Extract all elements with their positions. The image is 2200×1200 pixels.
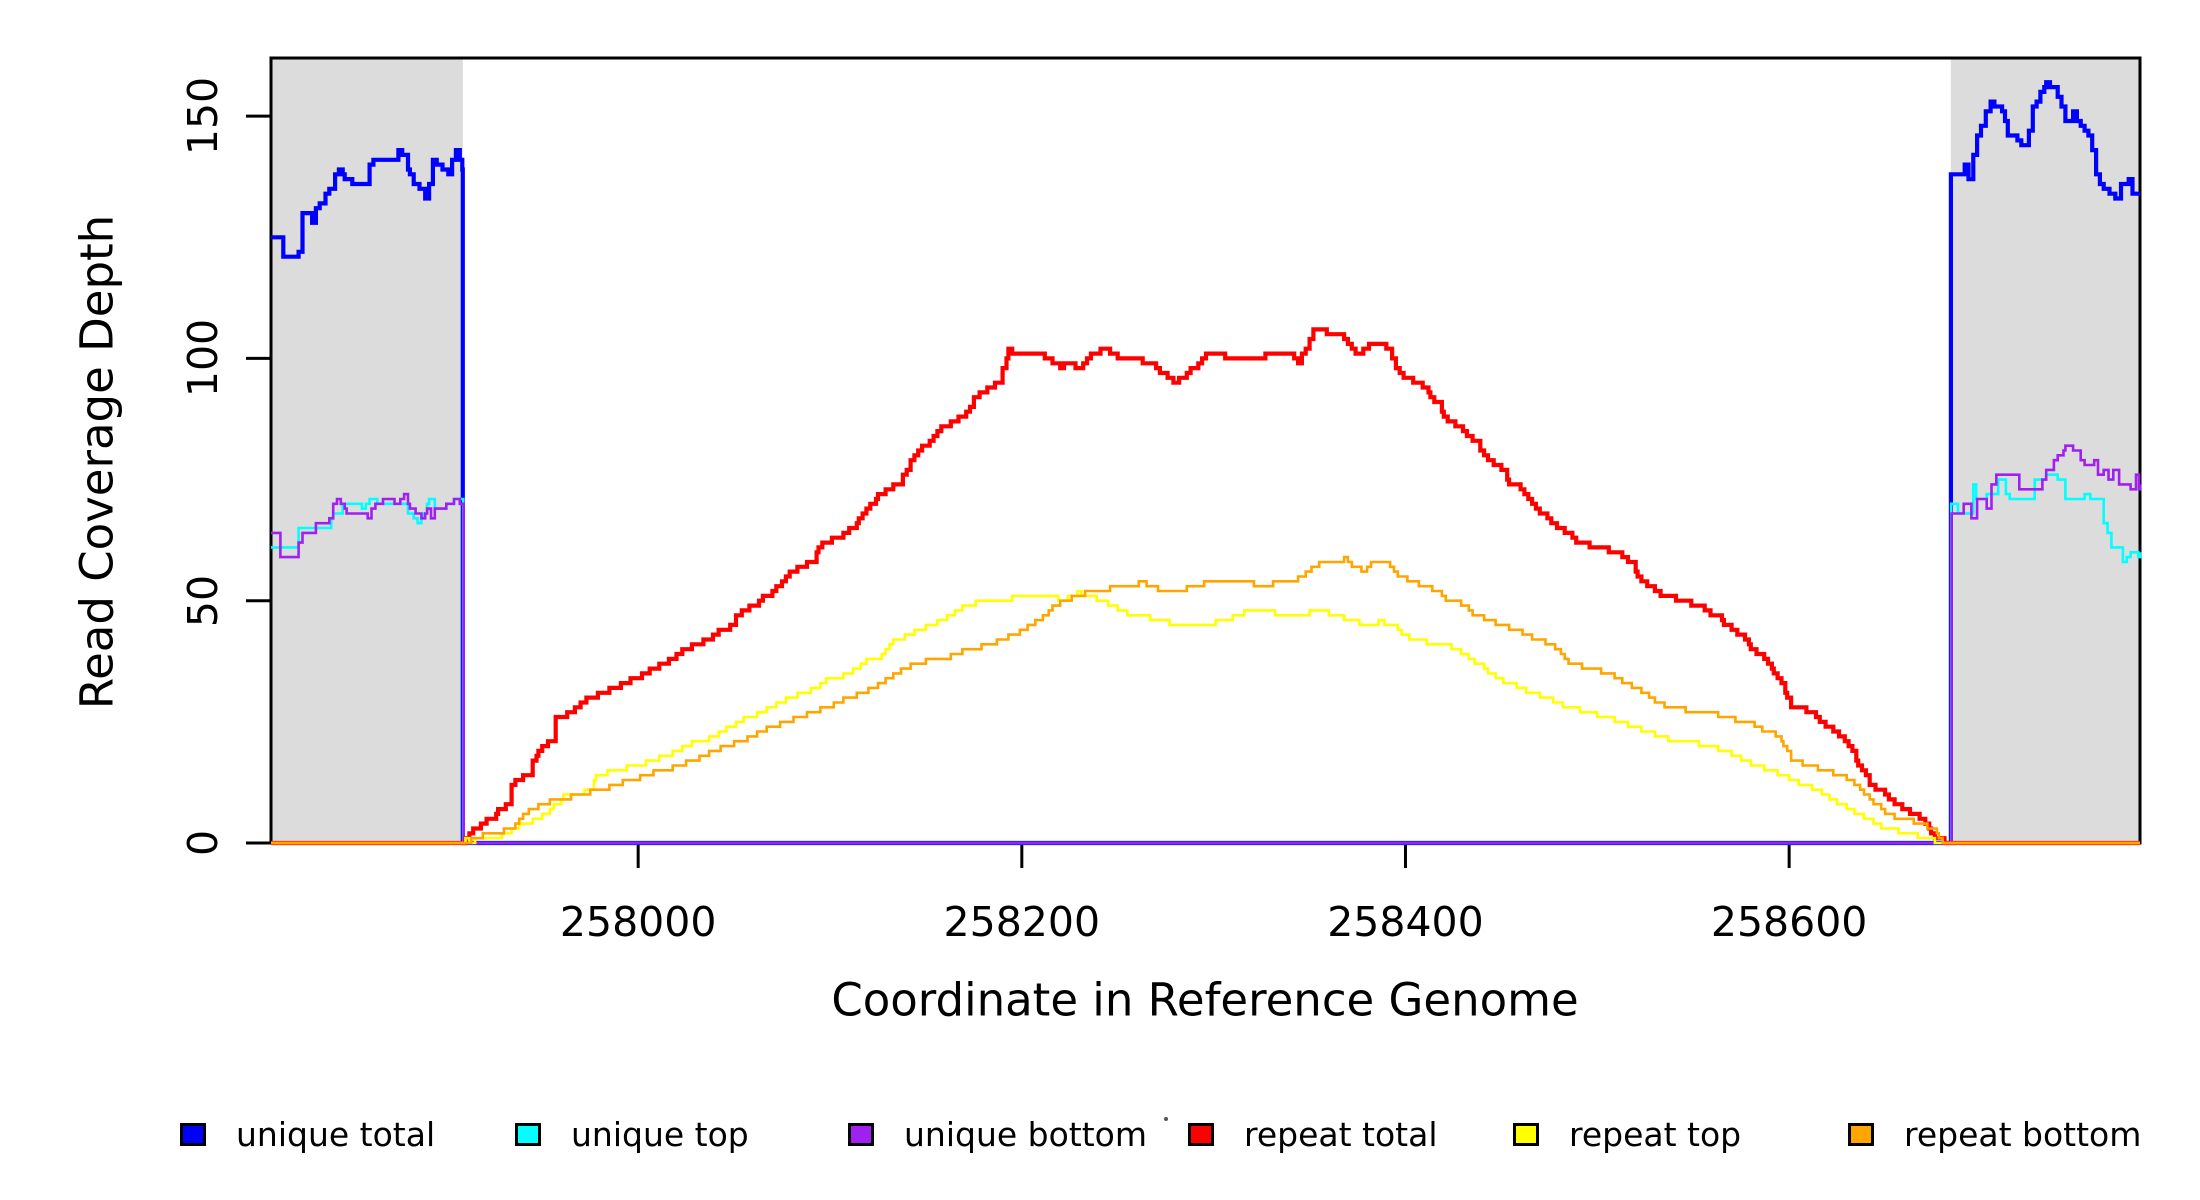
legend-swatch-icon bbox=[848, 1122, 874, 1146]
y-axis-title: Read Coverage Depth bbox=[70, 214, 124, 710]
legend-label: repeat top bbox=[1569, 1114, 1742, 1154]
legend-swatch-icon bbox=[1513, 1122, 1539, 1146]
legend-label: unique total bbox=[236, 1114, 436, 1154]
y-tick-label: 0 bbox=[179, 829, 227, 857]
x-tick-label: 258400 bbox=[1327, 898, 1484, 946]
legend-swatch-icon bbox=[1848, 1122, 1874, 1146]
y-tick-label: 50 bbox=[179, 574, 227, 627]
legend-item-repeat-total: repeat total bbox=[1188, 1108, 1438, 1160]
legend-swatch-icon bbox=[180, 1122, 206, 1146]
x-axis-title: Coordinate in Reference Genome bbox=[831, 973, 1579, 1027]
legend-swatch-icon bbox=[515, 1122, 541, 1146]
series-repeat-total bbox=[271, 327, 2140, 846]
series-repeat-top bbox=[271, 589, 2140, 845]
plot-frame bbox=[269, 56, 2142, 845]
shaded-region bbox=[1950, 58, 2140, 843]
legend-label: repeat total bbox=[1244, 1114, 1438, 1154]
legend-item-repeat-bottom: repeat bottom bbox=[1848, 1108, 2141, 1160]
legend-label: unique top bbox=[571, 1114, 749, 1154]
chart-legend: unique total unique top unique bottom repea… bbox=[0, 1108, 2200, 1168]
legend-item-unique-bottom: unique bottom bbox=[848, 1108, 1147, 1160]
series-unique-bottom bbox=[271, 444, 2142, 845]
legend-swatch-icon bbox=[1188, 1122, 1214, 1146]
stray-dot bbox=[1164, 1117, 1168, 1121]
x-tick-label: 258200 bbox=[943, 898, 1101, 946]
series-repeat-bottom bbox=[271, 555, 2140, 845]
x-tick-label: 258000 bbox=[559, 898, 717, 946]
y-tick-label: 100 bbox=[179, 319, 227, 398]
legend-item-unique-total: unique total bbox=[180, 1108, 435, 1160]
y-tick-label: 150 bbox=[179, 77, 227, 156]
x-tick-label: 258600 bbox=[1710, 898, 1868, 946]
legend-label: repeat bottom bbox=[1904, 1114, 2142, 1154]
legend-label: unique bottom bbox=[904, 1114, 1148, 1154]
series-unique-total bbox=[271, 80, 2140, 846]
legend-item-unique-top: unique top bbox=[515, 1108, 749, 1160]
legend-item-repeat-top: repeat top bbox=[1513, 1108, 1741, 1160]
